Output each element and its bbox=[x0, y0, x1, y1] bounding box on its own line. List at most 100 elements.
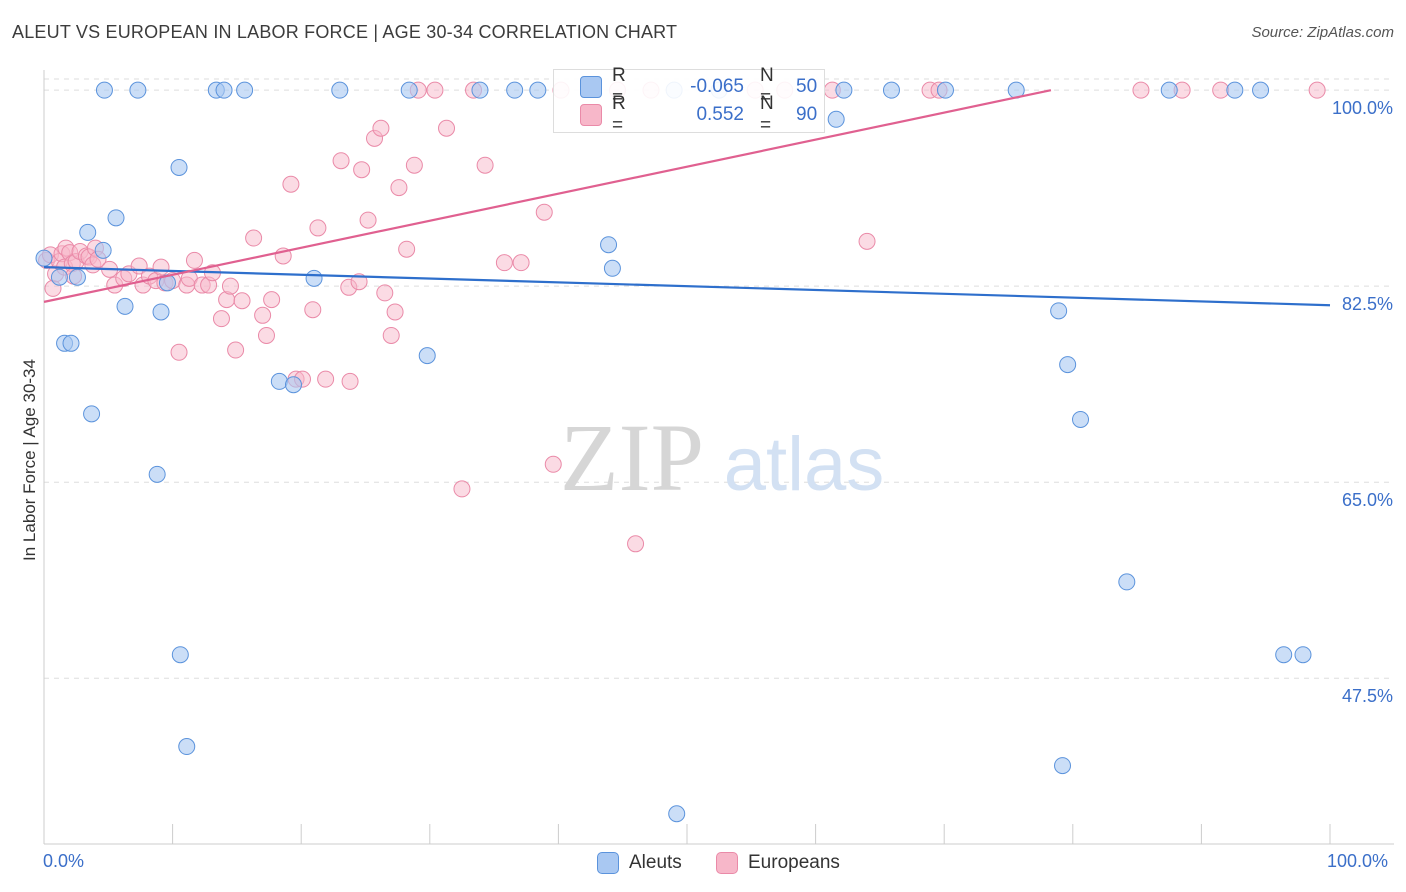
european-point bbox=[221, 277, 239, 295]
european-point bbox=[317, 370, 335, 388]
aleut-point bbox=[835, 81, 853, 99]
european-point bbox=[1212, 81, 1230, 99]
legend-item-europeans[interactable]: Europeans bbox=[716, 852, 840, 874]
trend-lines bbox=[43, 89, 1331, 307]
aleut-point bbox=[1160, 81, 1178, 99]
aleut-point bbox=[1054, 757, 1072, 775]
aleut-point bbox=[827, 110, 845, 128]
aleut-trend-line bbox=[43, 266, 1331, 307]
y-tick-label: 100.0% bbox=[1332, 98, 1393, 118]
european-point bbox=[304, 301, 322, 319]
european-point bbox=[382, 326, 400, 344]
european-point bbox=[309, 219, 327, 237]
european-point bbox=[341, 372, 359, 390]
european-n-label: N = bbox=[760, 93, 774, 136]
european-point bbox=[233, 292, 251, 310]
aleut-point bbox=[62, 334, 80, 352]
european-point bbox=[495, 254, 513, 272]
legend-europeans-label: Europeans bbox=[748, 852, 840, 873]
watermark-zip: ZIP bbox=[560, 404, 704, 511]
aleut-point bbox=[83, 405, 101, 423]
aleut-point bbox=[936, 81, 954, 99]
aleut-point bbox=[68, 268, 86, 286]
watermark: ZIP atlas bbox=[560, 404, 884, 511]
aleut-point bbox=[170, 158, 188, 176]
aleut-point bbox=[1072, 410, 1090, 428]
european-point bbox=[438, 119, 456, 137]
aleut-point bbox=[94, 241, 112, 259]
aleut-point bbox=[116, 297, 134, 315]
european-point bbox=[332, 152, 350, 170]
european-point bbox=[359, 211, 377, 229]
legend-europeans-swatch bbox=[716, 852, 738, 874]
european-point bbox=[858, 232, 876, 250]
aleut-point bbox=[331, 81, 349, 99]
aleut-n-value: 50 bbox=[796, 76, 818, 97]
aleut-r-value: -0.065 bbox=[690, 76, 744, 97]
aleut-point bbox=[270, 372, 288, 390]
european-point bbox=[263, 291, 281, 309]
european-point bbox=[353, 161, 371, 179]
european-point bbox=[627, 535, 645, 553]
european-point bbox=[212, 310, 230, 328]
aleut-point bbox=[1294, 646, 1312, 664]
aleut-point bbox=[1050, 302, 1068, 320]
european-r-value: 0.552 bbox=[696, 104, 744, 125]
aleut-point bbox=[305, 269, 323, 287]
aleut-point bbox=[178, 738, 196, 756]
chart-title: ALEUT VS EUROPEAN IN LABOR FORCE | AGE 3… bbox=[12, 22, 678, 42]
legend-item-aleuts[interactable]: Aleuts bbox=[597, 852, 682, 874]
aleut-point bbox=[215, 81, 233, 99]
aleut-point bbox=[79, 223, 97, 241]
european-r-label: R = bbox=[612, 93, 626, 136]
aleut-point bbox=[148, 465, 166, 483]
european-point bbox=[257, 326, 275, 344]
aleut-r-label: R = bbox=[612, 65, 626, 108]
aleut-point bbox=[1059, 356, 1077, 374]
y-tick-label: 65.0% bbox=[1342, 490, 1393, 510]
european-point bbox=[185, 251, 203, 269]
aleut-points bbox=[35, 81, 1312, 823]
aleut-point bbox=[882, 81, 900, 99]
aleut-point bbox=[529, 81, 547, 99]
aleut-point bbox=[50, 268, 68, 286]
european-swatch bbox=[580, 104, 602, 126]
x-tick-max: 100.0% bbox=[1327, 851, 1389, 871]
aleut-point bbox=[35, 249, 53, 267]
aleut-point bbox=[1275, 646, 1293, 664]
european-point bbox=[426, 81, 444, 99]
european-point bbox=[535, 203, 553, 221]
y-tick-label: 82.5% bbox=[1342, 294, 1393, 314]
bottom-legend: Aleuts Europeans bbox=[0, 852, 1406, 878]
european-point bbox=[398, 240, 416, 258]
x-tick-min: 0.0% bbox=[43, 851, 85, 871]
european-point bbox=[390, 179, 408, 197]
european-point bbox=[152, 258, 170, 276]
aleut-swatch bbox=[580, 76, 602, 98]
european-point bbox=[170, 343, 188, 361]
axes bbox=[43, 70, 1394, 845]
european-point bbox=[453, 480, 471, 498]
aleut-point bbox=[1226, 81, 1244, 99]
aleut-point bbox=[95, 81, 113, 99]
european-point bbox=[350, 273, 368, 291]
aleut-point bbox=[418, 347, 436, 365]
aleut-point bbox=[400, 81, 418, 99]
aleut-point bbox=[107, 209, 125, 227]
aleut-point bbox=[1118, 573, 1136, 591]
aleut-point bbox=[152, 303, 170, 321]
european-point bbox=[376, 284, 394, 302]
european-point bbox=[512, 254, 530, 272]
aleut-point bbox=[506, 81, 524, 99]
european-point bbox=[1308, 81, 1326, 99]
european-point bbox=[254, 306, 272, 324]
aleut-point bbox=[171, 646, 189, 664]
aleut-point bbox=[471, 81, 489, 99]
european-point bbox=[245, 229, 263, 247]
european-point bbox=[544, 455, 562, 473]
y-tick-labels: 47.5% 65.0% 82.5% 100.0% bbox=[1332, 98, 1393, 706]
european-point bbox=[227, 341, 245, 359]
grid-lines bbox=[44, 78, 1394, 679]
aleut-point bbox=[668, 805, 686, 823]
